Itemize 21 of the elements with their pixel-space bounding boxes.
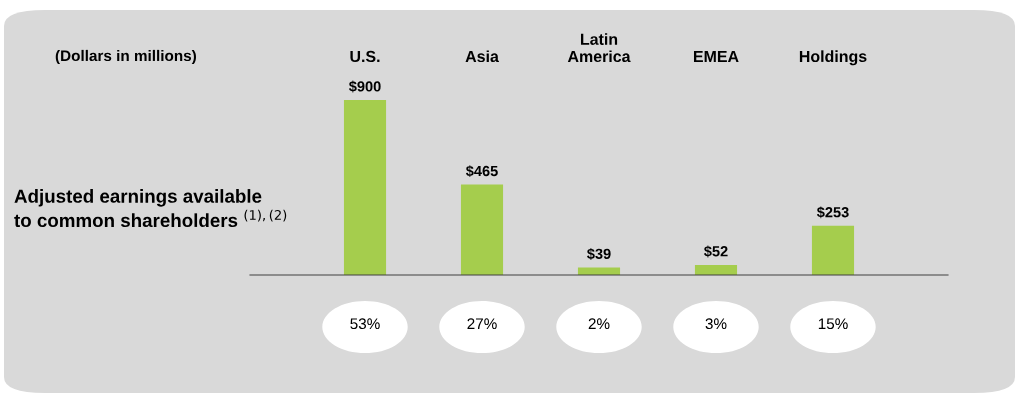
bar	[460, 184, 504, 275]
data-label: $465	[465, 165, 498, 178]
data-label: $253	[816, 206, 849, 219]
text: 53%	[350, 318, 380, 330]
text: 2%	[588, 318, 610, 330]
data-label: $52	[704, 245, 728, 258]
bar	[811, 225, 855, 275]
y-axis-title: Adjusted earnings available to common shareholders $^{(1),(2)}$	[14, 189, 287, 228]
x-tick-label: Asia	[465, 50, 499, 63]
text: (Dollars in millions)	[55, 49, 196, 65]
bar	[577, 267, 621, 275]
x-tick-label: Holdings	[799, 50, 867, 66]
data-label: $39	[587, 248, 611, 260]
text: 15%	[818, 318, 848, 330]
x-tick-label: EMEA	[693, 50, 739, 62]
text: 3%	[705, 318, 727, 330]
x-tick-label: Latin America	[567, 33, 631, 63]
bar	[343, 100, 387, 275]
x-tick-label: U.S.	[350, 50, 380, 63]
data-label: $900	[348, 80, 381, 93]
text: 27%	[467, 318, 497, 330]
